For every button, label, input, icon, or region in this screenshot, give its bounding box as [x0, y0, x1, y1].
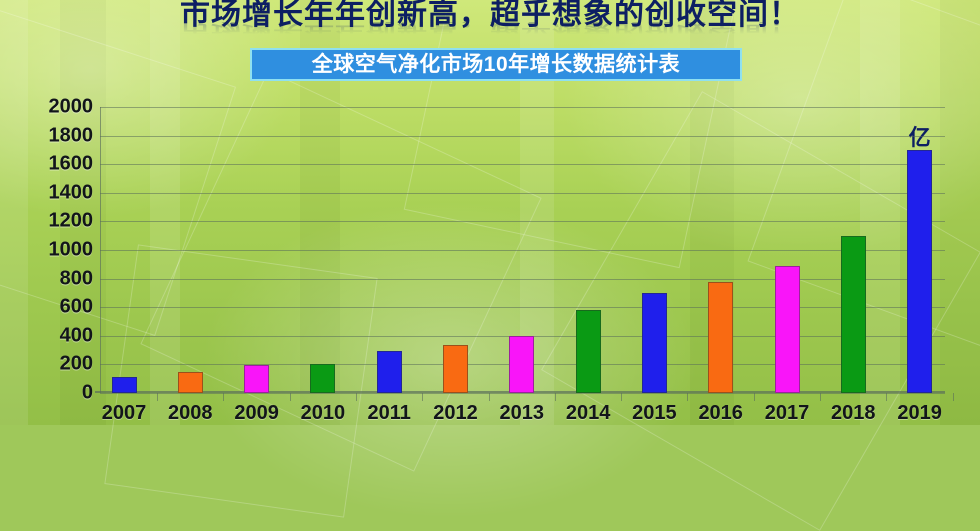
- x-axis-tick-label: 2008: [168, 402, 213, 424]
- y-gridline: [100, 192, 945, 194]
- bar-2010: [310, 364, 336, 393]
- x-axis-tick-label: 2019: [897, 402, 942, 424]
- y-axis-tick-label: 1400: [48, 181, 94, 204]
- y-gridline: [100, 164, 945, 166]
- y-axis-tick-label: 2000: [48, 95, 94, 118]
- x-axis-tick: [223, 393, 225, 401]
- x-axis-tick: [355, 393, 357, 401]
- y-gridline: [100, 250, 945, 251]
- bar-2011: [376, 350, 402, 393]
- bar-2015: [641, 292, 667, 393]
- chart-plot-area: 亿 2000 1800 1600 1400 1200 1000 800 600 400 200 0 2…: [49, 96, 954, 424]
- bg-glow: [0, 0, 300, 220]
- x-axis-tick: [422, 393, 424, 401]
- bar-2014: [575, 310, 601, 393]
- y-gridline: [100, 221, 945, 223]
- x-axis-tick: [554, 393, 556, 401]
- bg-stripe: [0, 0, 28, 425]
- y-gridline: [100, 107, 945, 108]
- x-axis-tick-label: 2007: [101, 402, 147, 424]
- y-axis-tick-label: 1800: [48, 124, 94, 147]
- x-axis-tick-label: 2012: [433, 402, 478, 424]
- bar-2019: [907, 149, 933, 393]
- x-axis-tick-label: 2013: [499, 402, 545, 424]
- bar-2018: [840, 235, 866, 393]
- y-axis-tick-label: 1200: [48, 209, 94, 232]
- y-axis-tick-label: 800: [59, 267, 93, 290]
- bg-stripe: [940, 0, 980, 425]
- x-axis-tick-label: 2010: [300, 402, 346, 424]
- y-gridline: [100, 307, 945, 309]
- x-axis-tick-label: 2015: [632, 402, 677, 424]
- bg-stripe: [150, 0, 180, 425]
- y-axis-tick-label: 200: [59, 352, 93, 375]
- y-axis-tick-label: 400: [59, 324, 93, 347]
- y-gridline: [100, 135, 945, 137]
- chart-title-banner: 全球空气净化市场10年增长数据统计表: [250, 48, 742, 81]
- bar-2016: [708, 282, 734, 393]
- x-axis-tick: [952, 393, 954, 401]
- y-axis-tick-label: 600: [59, 295, 93, 318]
- x-axis-tick: [886, 393, 888, 401]
- bar-2008: [177, 372, 203, 393]
- unit-label: 亿: [908, 124, 931, 150]
- x-axis-tick-label: 2011: [367, 402, 411, 424]
- page-headline: 市场增长年年创新高，超乎想象的创收空间！: [180, 0, 800, 31]
- x-axis-tick-label: 2018: [831, 402, 876, 424]
- bar-2017: [774, 265, 800, 393]
- x-axis-tick: [753, 393, 755, 401]
- x-axis-tick: [289, 393, 291, 401]
- x-axis-tick-label: 2009: [234, 402, 279, 424]
- x-axis-tick: [621, 393, 623, 401]
- x-axis-tick-label: 2016: [698, 402, 743, 424]
- x-axis-tick: [820, 393, 821, 401]
- x-axis-tick-label: 2014: [565, 402, 611, 424]
- x-axis-tick: [687, 393, 689, 401]
- bar-2013: [509, 335, 535, 393]
- bg-stripe: [860, 0, 900, 425]
- bg-stripe: [60, 0, 106, 425]
- bar-2007: [111, 377, 137, 393]
- x-axis-tick: [157, 393, 158, 401]
- y-axis-tick-label: 0: [81, 381, 93, 404]
- y-gridline: [100, 278, 945, 280]
- x-axis-tick-label: 2017: [764, 402, 810, 424]
- x-axis-tick: [488, 393, 490, 401]
- bar-2012: [443, 345, 468, 393]
- y-gridline: [100, 393, 945, 394]
- y-axis-tick-label: 1000: [48, 238, 94, 261]
- y-axis-tick-label: 1600: [48, 152, 94, 175]
- bar-2009: [244, 365, 270, 393]
